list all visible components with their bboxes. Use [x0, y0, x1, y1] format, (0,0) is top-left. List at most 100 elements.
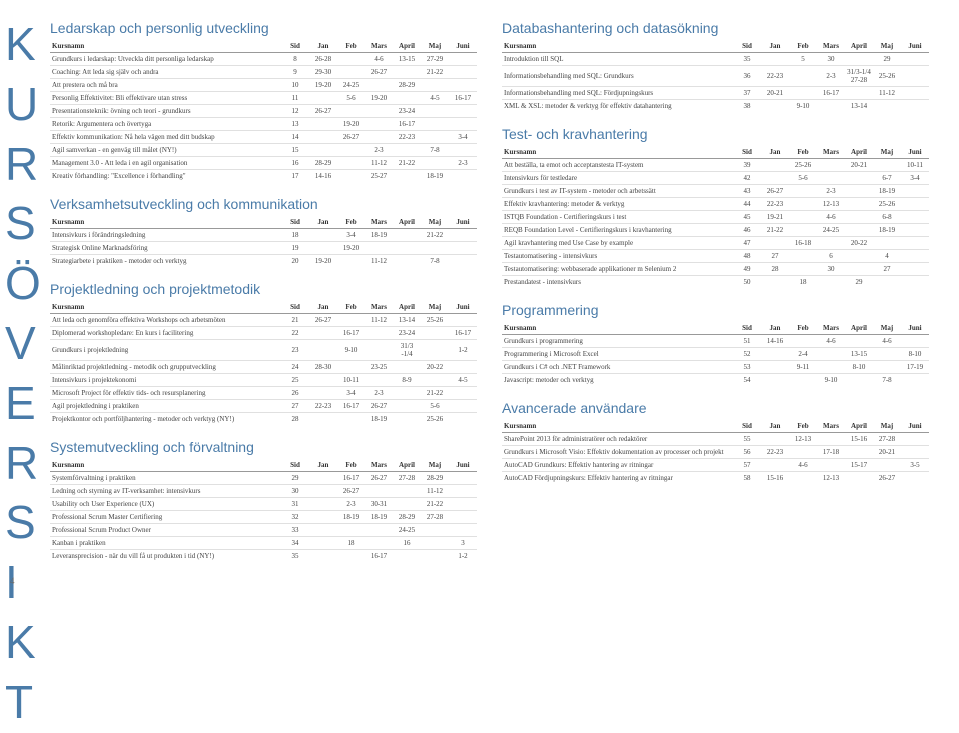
course-cell: [789, 263, 817, 276]
course-cell: [901, 374, 929, 387]
course-cell: [337, 53, 365, 66]
column-header: Kursnamn: [502, 420, 733, 433]
course-cell: 12: [281, 105, 309, 118]
course-cell: 16-17: [449, 327, 477, 340]
course-name: Effektiv kravhantering: metoder & verkty…: [502, 198, 733, 211]
course-cell: [873, 159, 901, 172]
course-cell: 15-16: [845, 433, 873, 446]
course-cell: 46: [733, 224, 761, 237]
course-cell: [309, 242, 337, 255]
column-header: Feb: [789, 146, 817, 159]
course-cell: [845, 374, 873, 387]
course-cell: [365, 485, 393, 498]
course-cell: [845, 472, 873, 485]
course-cell: 28-29: [393, 79, 421, 92]
right-column: Databashantering och datasökningKursnamn…: [502, 20, 929, 576]
course-cell: [845, 211, 873, 224]
column-header: Maj: [873, 420, 901, 433]
course-cell: [449, 361, 477, 374]
course-cell: [845, 263, 873, 276]
column-header: April: [393, 459, 421, 472]
course-name: Microsoft Project för effektiv tids- och…: [50, 387, 281, 400]
table-row: Att prestera och må bra1019-2024-2528-29: [50, 79, 477, 92]
column-header: Jan: [309, 459, 337, 472]
course-cell: 27: [873, 263, 901, 276]
course-cell: [393, 92, 421, 105]
column-header: Maj: [873, 146, 901, 159]
course-cell: 19-20: [337, 118, 365, 131]
course-name: Diplomerad workshopledare: En kurs i fac…: [50, 327, 281, 340]
course-cell: 10-11: [901, 159, 929, 172]
course-name: Javascript: metoder och verktyg: [502, 374, 733, 387]
course-cell: [449, 314, 477, 327]
course-section: Systemutveckling och förvaltningKursnamn…: [50, 439, 477, 562]
course-cell: [449, 511, 477, 524]
course-cell: 30: [817, 53, 845, 66]
course-cell: 27-29: [421, 53, 449, 66]
course-cell: [449, 413, 477, 426]
course-cell: 4-6: [817, 335, 845, 348]
course-name: Professional Scrum Master Certifiering: [50, 511, 281, 524]
column-header: Feb: [337, 40, 365, 53]
course-cell: 19-21: [761, 211, 789, 224]
course-cell: 35: [733, 53, 761, 66]
table-row: Testautomatisering: webbaserade applikat…: [502, 263, 929, 276]
column-header: Mars: [365, 40, 393, 53]
course-cell: [421, 79, 449, 92]
table-row: Retorik: Argumentera och övertyga1319-20…: [50, 118, 477, 131]
course-name: ISTQB Foundation - Certifieringskurs i t…: [502, 211, 733, 224]
course-name: Att beställa, ta emot och acceptanstesta…: [502, 159, 733, 172]
table-row: Effektiv kommunikation: Nå hela vägen me…: [50, 131, 477, 144]
course-section: Avancerade användareKursnamnSidJanFebMar…: [502, 400, 929, 484]
course-cell: [309, 524, 337, 537]
course-cell: [365, 340, 393, 361]
course-cell: 58: [733, 472, 761, 485]
table-row: Målinriktad projektledning - metodik och…: [50, 361, 477, 374]
course-name: SharePoint 2013 för administratörer och …: [502, 433, 733, 446]
course-cell: [309, 550, 337, 563]
course-cell: 18: [337, 537, 365, 550]
course-name: Agil projektledning i praktiken: [50, 400, 281, 413]
course-cell: [337, 413, 365, 426]
course-cell: 36: [733, 66, 761, 87]
course-cell: 4-6: [789, 459, 817, 472]
course-cell: [789, 335, 817, 348]
course-cell: 30: [817, 263, 845, 276]
course-cell: 20-22: [421, 361, 449, 374]
course-cell: 27-28: [421, 511, 449, 524]
course-cell: [309, 92, 337, 105]
course-cell: [309, 229, 337, 242]
course-cell: 2-3: [365, 387, 393, 400]
course-cell: 20: [281, 255, 309, 268]
course-cell: 16-17: [817, 87, 845, 100]
course-cell: [901, 198, 929, 211]
course-name: Coaching: Att leda sig själv och andra: [50, 66, 281, 79]
course-cell: 9-10: [337, 340, 365, 361]
table-row: Intensivkurs i projektekonomi2510-118-94…: [50, 374, 477, 387]
course-cell: 30: [281, 485, 309, 498]
course-cell: 3-4: [337, 387, 365, 400]
course-cell: [421, 340, 449, 361]
table-row: Grundkurs i test av IT-system - metoder …: [502, 185, 929, 198]
table-row: Kanban i praktiken3418163: [50, 537, 477, 550]
course-cell: 21-22: [761, 224, 789, 237]
course-cell: 14: [281, 131, 309, 144]
course-cell: 21-22: [421, 229, 449, 242]
course-cell: [901, 433, 929, 446]
course-cell: [449, 229, 477, 242]
course-cell: [337, 105, 365, 118]
course-cell: [365, 524, 393, 537]
course-cell: 5: [789, 53, 817, 66]
course-name: Prestandatest - intensivkurs: [502, 276, 733, 289]
course-cell: 17-18: [817, 446, 845, 459]
column-header: Feb: [789, 40, 817, 53]
course-cell: 26: [281, 387, 309, 400]
course-cell: 52: [733, 348, 761, 361]
course-cell: [789, 446, 817, 459]
course-cell: [761, 433, 789, 446]
course-cell: 13-15: [393, 53, 421, 66]
column-header: Sid: [733, 146, 761, 159]
course-cell: 28-29: [309, 157, 337, 170]
course-cell: 31/3-1/4 27-28: [845, 66, 873, 87]
course-name: AutoCAD Fördjupningskurs: Effektiv hante…: [502, 472, 733, 485]
